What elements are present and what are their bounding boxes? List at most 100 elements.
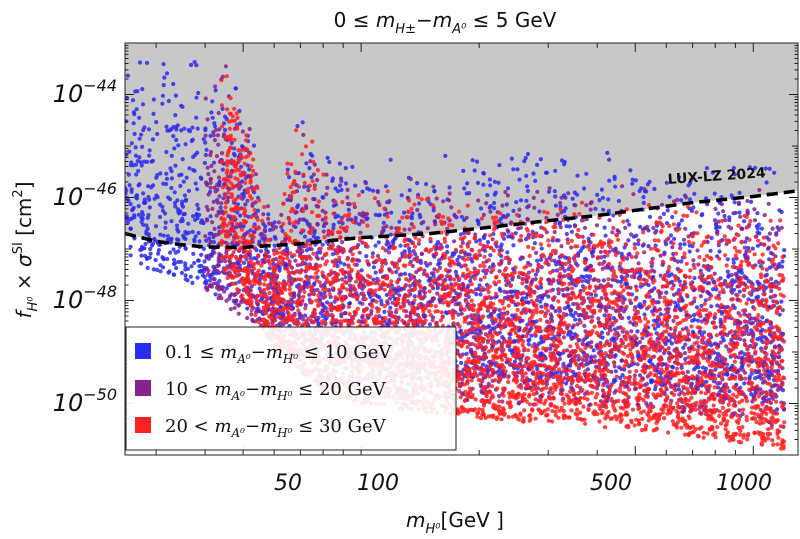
data-point <box>626 252 631 257</box>
data-point <box>355 258 360 263</box>
data-point <box>539 285 544 290</box>
data-point <box>491 321 496 326</box>
data-point <box>247 126 252 132</box>
data-point <box>634 284 639 289</box>
data-point <box>304 248 309 253</box>
data-point <box>222 114 228 119</box>
data-point <box>770 264 775 269</box>
data-point <box>206 192 211 197</box>
data-point <box>141 222 146 227</box>
data-point <box>737 289 742 294</box>
data-point <box>555 351 560 356</box>
data-point <box>380 274 385 280</box>
data-point <box>485 240 491 245</box>
data-point <box>747 165 753 170</box>
data-point <box>613 353 618 358</box>
data-point <box>214 154 220 159</box>
data-point <box>235 260 240 265</box>
data-point <box>723 305 728 310</box>
data-point <box>125 191 128 196</box>
data-point <box>568 307 573 312</box>
data-point <box>301 132 306 137</box>
data-point <box>658 253 663 258</box>
data-point <box>132 131 137 137</box>
data-point <box>604 308 609 314</box>
data-point <box>303 203 309 209</box>
data-point <box>715 385 721 390</box>
data-point <box>562 306 568 311</box>
data-point <box>611 213 616 218</box>
data-point <box>689 208 695 213</box>
data-point <box>576 366 582 371</box>
data-point <box>360 313 365 318</box>
data-point <box>468 275 474 280</box>
data-point <box>295 124 300 129</box>
data-point <box>173 163 178 168</box>
data-point <box>203 133 208 138</box>
data-point <box>387 317 392 323</box>
data-point <box>634 369 639 374</box>
data-point <box>347 301 353 306</box>
data-point <box>234 298 239 303</box>
data-point <box>453 214 458 219</box>
data-point <box>237 108 242 114</box>
data-point <box>531 195 536 200</box>
data-point <box>142 200 147 205</box>
data-point <box>546 294 551 299</box>
data-point <box>512 359 518 364</box>
data-point <box>158 171 163 176</box>
data-point <box>497 307 502 313</box>
data-point <box>331 225 336 231</box>
data-point <box>738 337 743 342</box>
data-point <box>553 168 558 173</box>
data-point <box>216 142 221 147</box>
data-point <box>553 203 559 208</box>
data-point <box>687 249 692 254</box>
data-point <box>456 312 461 317</box>
data-point <box>245 198 250 203</box>
data-point <box>682 242 687 247</box>
data-point <box>453 302 458 307</box>
data-point <box>664 290 669 295</box>
data-point <box>169 219 174 224</box>
data-point <box>677 392 682 397</box>
data-point <box>499 342 504 348</box>
data-point <box>703 196 709 201</box>
data-point <box>179 128 184 133</box>
data-point <box>582 323 587 328</box>
data-point <box>504 202 509 207</box>
data-point <box>516 401 521 406</box>
data-point <box>223 259 228 264</box>
data-point <box>422 268 427 273</box>
data-point <box>169 169 174 174</box>
data-point <box>147 153 152 158</box>
data-point <box>287 221 292 226</box>
data-point <box>584 171 589 176</box>
data-point <box>317 298 323 303</box>
data-point <box>678 246 683 251</box>
data-point <box>575 173 580 178</box>
data-point <box>631 192 636 197</box>
data-point <box>612 364 617 369</box>
data-point <box>217 278 222 284</box>
data-point <box>156 251 161 256</box>
data-point <box>709 343 714 348</box>
data-point <box>588 207 593 212</box>
data-point <box>505 193 510 198</box>
data-point <box>153 224 159 229</box>
data-point <box>640 336 645 341</box>
data-point <box>653 300 659 305</box>
data-point <box>703 298 708 303</box>
data-point <box>151 267 156 272</box>
data-point <box>171 261 177 267</box>
data-point <box>696 318 701 323</box>
data-point <box>769 368 774 373</box>
data-point <box>692 313 697 318</box>
data-point <box>642 250 647 255</box>
data-point <box>168 240 173 245</box>
data-point <box>507 289 512 294</box>
data-point <box>277 268 282 273</box>
data-point <box>772 345 778 350</box>
data-point <box>285 167 290 172</box>
data-point <box>155 131 160 137</box>
